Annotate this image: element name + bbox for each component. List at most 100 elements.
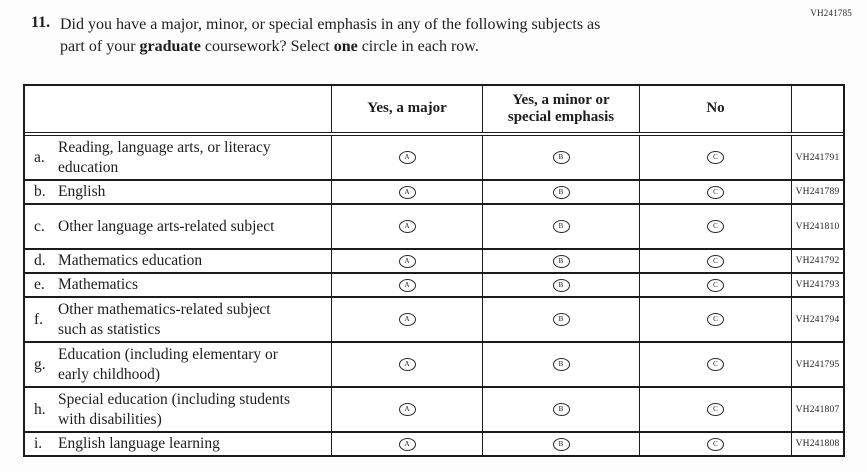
row-code: VH241791 [791,136,843,179]
row-letter: f. [34,310,44,328]
question-line2-part2: coursework? Select [200,38,334,56]
row-code: VH241792 [791,250,843,272]
no-option-cell: C [639,274,791,296]
row-subject: Other mathematics-related subject such a… [58,301,271,338]
no-option-bubble[interactable]: C [707,185,724,199]
minor-option-cell: B [482,274,639,296]
row-letter: b. [34,183,46,201]
major-option-cell: A [331,433,482,455]
no-option-bubble[interactable]: C [707,437,724,451]
major-option-bubble[interactable]: A [398,185,416,199]
subject-cell: e. Mathematics [25,274,331,296]
row-letter: h. [34,400,46,418]
row-letter: g. [34,355,46,373]
minor-option-bubble[interactable]: B [552,185,570,199]
major-option-cell: A [331,388,482,431]
major-option-cell: A [331,136,482,179]
row-subject: Other language arts-related subject [58,217,275,235]
minor-option-bubble[interactable]: B [552,358,570,371]
header-yes-major: Yes, a major [331,86,482,132]
major-option-bubble[interactable]: A [398,358,416,371]
major-option-bubble[interactable]: A [398,403,416,416]
minor-option-bubble[interactable]: B [552,151,570,164]
question-line2-part1: part of your [60,38,140,56]
minor-option-bubble[interactable]: B [552,278,570,292]
question-line2-part3: circle in each row. [357,38,479,56]
minor-option-cell: B [482,181,639,203]
question-line1: Did you have a major, minor, or special … [60,16,601,33]
major-option-cell: A [331,250,482,272]
no-option-bubble[interactable]: C [707,151,724,164]
row-subject: English language learning [58,435,220,453]
subject-cell: i. English language learning [25,433,331,455]
minor-option-cell: B [482,205,639,248]
table-row: c. Other language arts-related subject A… [25,203,843,248]
major-option-cell: A [331,343,482,386]
subject-cell: d. Mathematics education [25,250,331,272]
header-no: No [639,86,791,132]
row-code: VH241810 [791,205,843,248]
major-option-bubble[interactable]: A [398,220,416,233]
no-option-cell: C [639,181,791,203]
row-letter: i. [34,435,43,453]
major-option-cell: A [331,181,482,203]
major-option-bubble[interactable]: A [398,254,416,268]
question-11: 11. Did you have a major, minor, or spec… [31,14,836,58]
no-option-cell: C [639,433,791,455]
table-row: i. English language learning A B C VH241… [25,431,843,455]
table-header-row: Yes, a major Yes, a minor or special emp… [25,86,843,136]
minor-option-bubble[interactable]: B [552,220,570,233]
minor-option-bubble[interactable]: B [552,254,570,268]
subject-cell: b. English [25,181,331,203]
answer-table: Yes, a major Yes, a minor or special emp… [23,84,845,457]
subject-cell: h. Special education (including students… [25,388,331,431]
row-code: VH241793 [791,274,843,296]
table-row: d. Mathematics education A B C VH241792 [25,248,843,272]
no-option-bubble[interactable]: C [707,313,724,326]
minor-option-bubble[interactable]: B [552,313,570,326]
table-row: b. English A B C VH241789 [25,179,843,203]
row-subject: English [58,183,106,201]
no-option-bubble[interactable]: C [707,220,724,233]
minor-option-cell: B [482,250,639,272]
major-option-cell: A [331,205,482,248]
row-subject: Special education (including students wi… [58,391,291,428]
no-option-bubble[interactable]: C [707,254,724,268]
row-subject: Mathematics [58,276,139,294]
row-code: VH241807 [791,388,843,431]
minor-option-bubble[interactable]: B [552,437,570,451]
minor-option-cell: B [482,388,639,431]
question-text: Did you have a major, minor, or special … [60,14,600,58]
row-subject: Reading, language arts, or literacy educ… [58,139,271,176]
table-row: a. Reading, language arts, or literacy e… [25,136,843,179]
row-letter: d. [34,252,46,270]
major-option-bubble[interactable]: A [398,313,416,326]
no-option-bubble[interactable]: C [707,403,724,416]
row-letter: e. [34,276,45,294]
header-code-cell [791,86,843,132]
row-code: VH241795 [791,343,843,386]
subject-cell: g. Education (including elementary or ea… [25,343,331,386]
form-code: VH241785 [810,8,852,18]
minor-option-cell: B [482,298,639,341]
row-code: VH241789 [791,181,843,203]
no-option-bubble[interactable]: C [707,278,724,292]
major-option-bubble[interactable]: A [398,151,416,164]
no-option-cell: C [639,136,791,179]
table-row: f. Other mathematics-related subject suc… [25,296,843,341]
row-letter: a. [34,148,45,166]
table-row: e. Mathematics A B C VH241793 [25,272,843,296]
no-option-bubble[interactable]: C [707,358,724,371]
row-code: VH241808 [791,433,843,455]
no-option-cell: C [639,298,791,341]
minor-option-cell: B [482,136,639,179]
major-option-bubble[interactable]: A [398,278,416,292]
question-bold-one: one [333,38,358,56]
major-option-bubble[interactable]: A [398,437,416,451]
row-letter: c. [34,217,45,235]
header-yes-minor-special: Yes, a minor or special emphasis [482,86,639,132]
minor-option-bubble[interactable]: B [552,403,570,416]
table-row: h. Special education (including students… [25,386,843,431]
minor-option-cell: B [482,343,639,386]
subject-cell: a. Reading, language arts, or literacy e… [25,136,331,179]
